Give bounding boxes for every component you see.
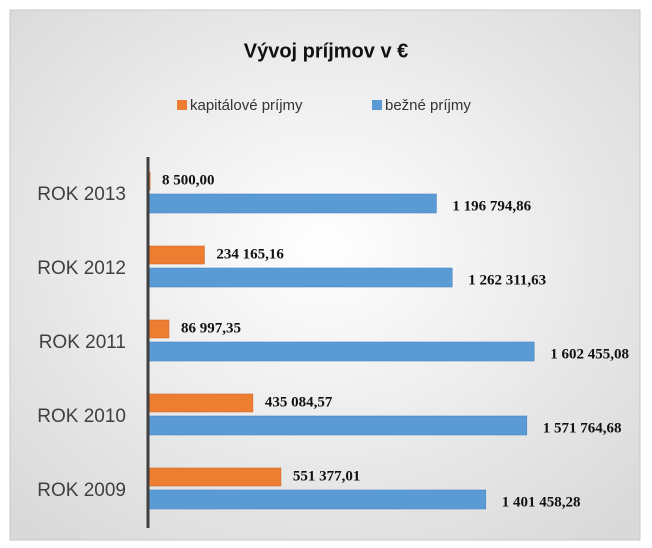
- data-label: 1 571 764,68: [543, 420, 622, 436]
- legend-swatch: [177, 100, 187, 110]
- legend-swatch: [372, 100, 382, 110]
- category-label: ROK 2009: [37, 480, 126, 501]
- data-label: 234 165,16: [216, 246, 284, 262]
- bar: [147, 393, 254, 413]
- category-label: ROK 2013: [37, 184, 126, 205]
- bar: [147, 319, 170, 339]
- category-label: ROK 2011: [39, 332, 126, 353]
- bar: [147, 245, 205, 265]
- category-label: ROK 2010: [37, 406, 126, 427]
- bar: [147, 341, 535, 362]
- bar: [147, 267, 453, 288]
- chart-title: Vývoj príjmov v €: [244, 40, 409, 62]
- bar: [147, 467, 282, 487]
- data-label: 1 196 794,86: [452, 198, 531, 214]
- data-label: 8 500,00: [162, 172, 215, 188]
- data-label: 86 997,35: [181, 320, 241, 336]
- data-label: 1 401 458,28: [502, 494, 581, 510]
- category-label: ROK 2012: [37, 258, 126, 279]
- legend-label: bežné príjmy: [385, 97, 471, 114]
- bar: [147, 489, 487, 510]
- data-label: 1 262 311,63: [468, 272, 546, 288]
- bar: [147, 193, 437, 214]
- data-label: 551 377,01: [293, 468, 361, 484]
- legend-label: kapitálové príjmy: [190, 97, 303, 114]
- data-label: 435 084,57: [265, 394, 333, 410]
- data-label: 1 602 455,08: [550, 346, 629, 362]
- bar: [147, 415, 528, 436]
